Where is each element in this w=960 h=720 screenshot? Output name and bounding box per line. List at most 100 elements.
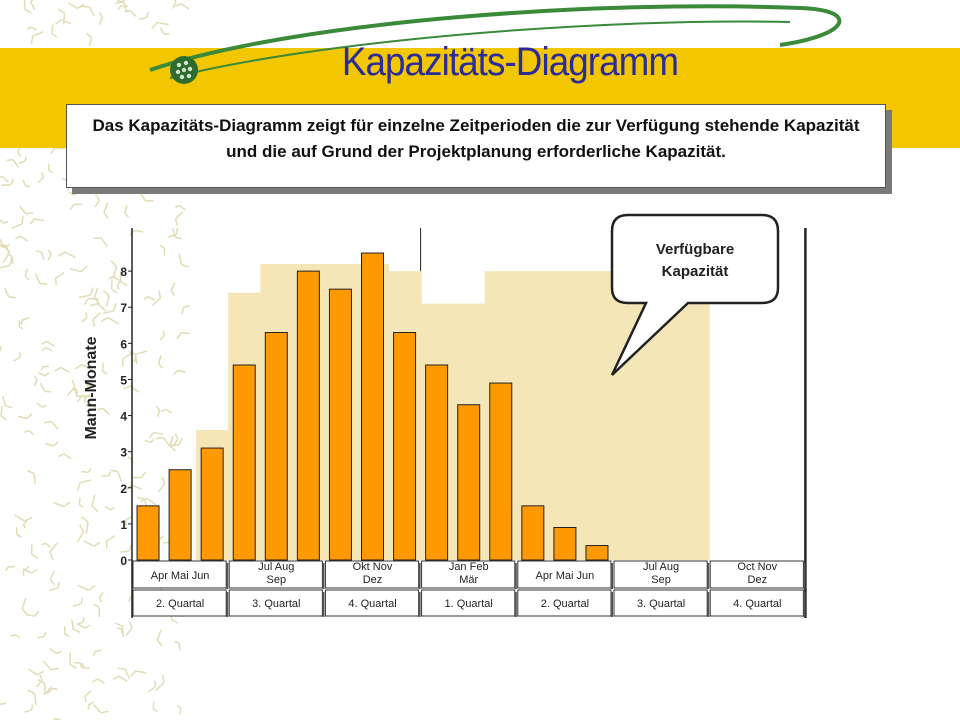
pattern-glyph	[81, 5, 96, 17]
pattern-glyph	[11, 215, 24, 230]
quarter-cell	[228, 589, 323, 617]
quarter-cell	[421, 589, 516, 617]
callout-bubble: Verfügbare Kapazität	[610, 213, 780, 376]
pattern-glyph	[69, 203, 83, 210]
available-capacity-step	[580, 271, 614, 560]
pattern-glyph	[148, 431, 164, 439]
pattern-glyph	[0, 244, 10, 253]
pattern-glyph	[78, 287, 94, 299]
y-tick-label: 4	[120, 410, 127, 424]
pattern-glyph	[33, 376, 38, 386]
pattern-glyph	[41, 347, 53, 352]
pattern-glyph	[110, 260, 118, 279]
capacity-bar	[585, 545, 609, 561]
quarter-cell	[324, 589, 420, 617]
pattern-glyph	[123, 205, 130, 218]
pattern-glyph	[159, 244, 166, 256]
month-label: Apr Mai Jun	[536, 570, 595, 582]
pattern-glyph	[181, 304, 190, 315]
pattern-glyph	[22, 565, 30, 577]
callout-text: Kapazität	[662, 263, 729, 280]
pattern-glyph	[172, 369, 186, 376]
month-cell	[421, 560, 516, 589]
y-tick-label: 3	[120, 446, 127, 460]
pattern-glyph	[83, 540, 101, 547]
pattern-glyph	[0, 405, 7, 421]
pattern-glyph	[58, 453, 72, 460]
pattern-glyph	[0, 218, 9, 224]
pattern-glyph	[44, 441, 59, 447]
pattern-glyph	[147, 680, 157, 693]
pattern-glyph	[37, 172, 45, 184]
month-label: Dez	[363, 574, 383, 586]
globe-icon	[170, 56, 198, 84]
pattern-glyph	[116, 279, 122, 290]
pattern-glyph	[54, 19, 72, 25]
pattern-glyph	[1, 178, 15, 186]
pattern-glyph	[43, 686, 52, 695]
pattern-glyph	[54, 366, 70, 373]
pattern-glyph	[175, 204, 186, 211]
pattern-glyph	[176, 331, 190, 340]
pattern-glyph	[27, 26, 37, 31]
pattern-glyph	[174, 3, 190, 10]
pattern-glyph	[0, 702, 6, 706]
pattern-glyph	[30, 544, 39, 559]
quarter-cell	[613, 589, 708, 617]
capacity-bar	[553, 527, 577, 561]
pattern-glyph	[36, 631, 47, 639]
pattern-glyph	[13, 352, 21, 362]
pattern-glyph	[35, 273, 48, 286]
pattern-glyph	[143, 296, 156, 302]
header-swoosh	[149, 4, 842, 79]
available-capacity-step	[677, 271, 710, 560]
pattern-glyph	[105, 534, 116, 549]
pattern-glyph	[140, 497, 157, 506]
pattern-glyph	[22, 568, 38, 574]
pattern-glyph	[83, 297, 99, 306]
pattern-glyph	[112, 675, 128, 683]
pattern-glyph	[151, 21, 169, 30]
pattern-glyph	[41, 542, 51, 548]
pattern-glyph	[35, 250, 45, 260]
pattern-glyph	[22, 179, 31, 188]
pattern-glyph	[116, 627, 124, 637]
capacity-bar	[168, 469, 192, 561]
pattern-glyph	[23, 0, 32, 14]
pattern-glyph	[14, 514, 33, 522]
quarter-cell	[132, 589, 227, 617]
pattern-glyph	[71, 619, 81, 633]
pattern-glyph	[0, 175, 9, 183]
pattern-glyph	[85, 403, 97, 410]
pattern-glyph	[92, 678, 105, 684]
pattern-glyph	[30, 30, 44, 45]
pattern-glyph	[66, 379, 76, 396]
pattern-glyph	[40, 340, 55, 347]
month-label: Jan Feb	[449, 561, 489, 573]
pattern-glyph	[77, 479, 92, 491]
capacity-bar	[200, 447, 224, 561]
capacity-bar	[457, 404, 481, 561]
capacity-bar	[393, 332, 417, 561]
pattern-glyph	[81, 467, 92, 474]
pattern-glyph	[114, 0, 125, 4]
y-tick-label: 0	[120, 554, 127, 568]
quarter-cell	[709, 589, 804, 617]
pattern-glyph	[93, 237, 108, 248]
pattern-glyph	[6, 253, 14, 264]
pattern-glyph	[10, 633, 21, 639]
pattern-glyph	[49, 648, 63, 655]
callout-text: Verfügbare	[656, 241, 734, 258]
y-tick-label: 6	[120, 337, 127, 351]
quarter-label: 3. Quartal	[252, 598, 300, 610]
pattern-glyph	[157, 476, 166, 493]
quarter-label: 2. Quartal	[156, 598, 204, 610]
pattern-glyph	[18, 205, 34, 215]
pattern-glyph	[37, 372, 50, 377]
pattern-glyph	[80, 662, 90, 670]
pattern-glyph	[160, 408, 172, 414]
pattern-glyph	[0, 346, 2, 352]
pattern-glyph	[97, 407, 110, 415]
month-label: Sep	[651, 574, 671, 586]
pattern-glyph	[84, 690, 92, 703]
